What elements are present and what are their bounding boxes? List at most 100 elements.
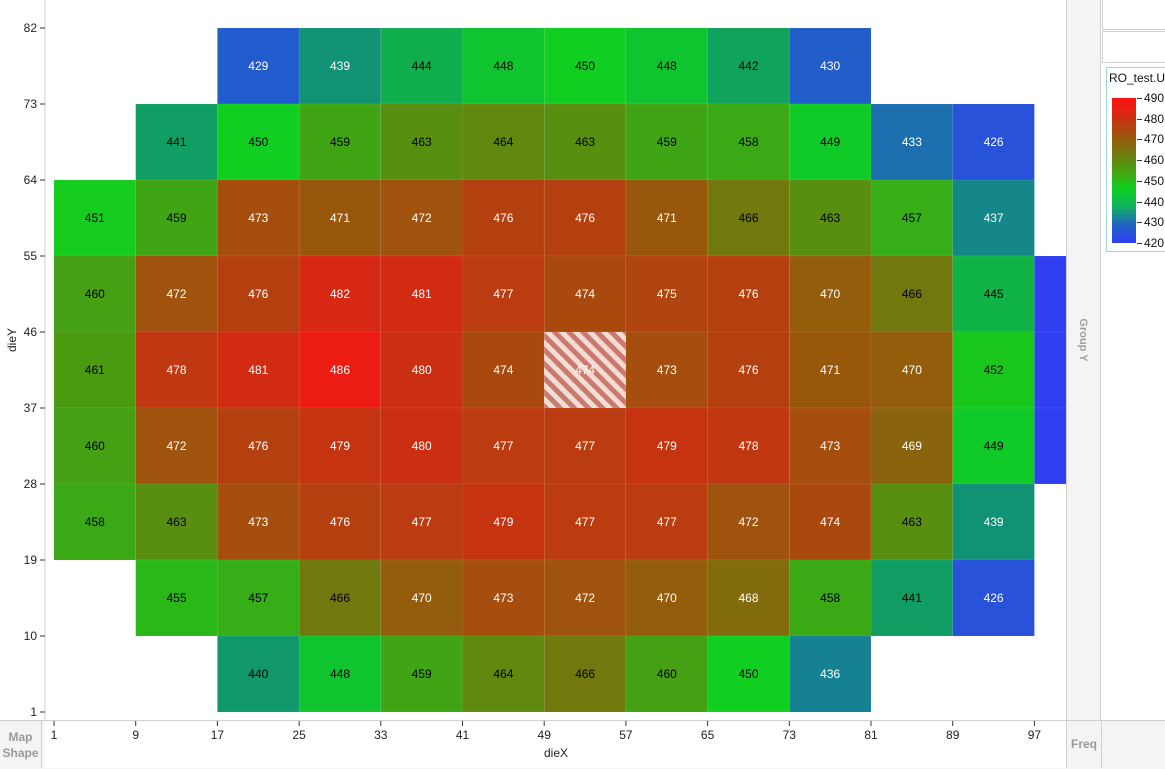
heatmap-cell[interactable]	[298, 407, 382, 485]
heatmap-cell[interactable]	[543, 103, 627, 181]
heatmap-cell[interactable]	[789, 635, 872, 713]
cell-value-label: 481	[412, 287, 432, 301]
heatmap-cell[interactable]	[789, 483, 872, 561]
heatmap-cell[interactable]	[462, 635, 545, 713]
cell-value-label: 459	[166, 211, 186, 225]
heatmap-cell[interactable]	[217, 255, 300, 333]
heatmap-cell[interactable]	[462, 255, 545, 333]
heatmap-cell[interactable]	[298, 635, 382, 713]
heatmap-cell[interactable]	[952, 179, 1035, 257]
x-tick-label: 41	[456, 728, 470, 742]
heatmap-cell[interactable]	[135, 103, 218, 181]
freq-drop-zone[interactable]: Freq	[1066, 720, 1102, 768]
cell-value-label: 442	[738, 59, 758, 73]
heatmap-cell[interactable]	[217, 559, 300, 637]
heatmap-cell[interactable]	[217, 635, 300, 713]
heatmap-cell[interactable]	[625, 103, 708, 181]
heatmap-cell[interactable]	[789, 179, 872, 257]
heatmap-cell[interactable]	[1034, 331, 1066, 409]
heatmap-cell[interactable]	[298, 103, 382, 181]
y-tick-label: 1	[30, 705, 37, 719]
heatmap-cell[interactable]	[53, 255, 136, 333]
heatmap-cell[interactable]	[135, 483, 218, 561]
heatmap-cell[interactable]	[789, 407, 872, 485]
heatmap-cell[interactable]	[298, 483, 382, 561]
heatmap-cell[interactable]	[298, 331, 382, 409]
heatmap-cell[interactable]	[462, 559, 545, 637]
heatmap-cell[interactable]	[1034, 255, 1066, 333]
heatmap-cell[interactable]	[135, 179, 218, 257]
cell-value-label: 452	[984, 363, 1004, 377]
heatmap-cell[interactable]	[217, 179, 300, 257]
heatmap-cell[interactable]	[952, 483, 1035, 561]
heatmap-cell[interactable]	[380, 559, 463, 637]
heatmap-cell[interactable]	[707, 407, 790, 485]
heatmap-cell[interactable]	[543, 179, 627, 257]
heatmap-cell[interactable]	[217, 407, 300, 485]
heatmap-cell[interactable]	[462, 331, 545, 409]
heatmap-cell[interactable]	[380, 407, 463, 485]
heatmap-cell[interactable]	[707, 255, 790, 333]
heatmap-cell[interactable]	[1034, 407, 1066, 485]
heatmap-cell[interactable]	[53, 179, 136, 257]
heatmap-cell[interactable]	[870, 103, 953, 181]
heatmap-cell[interactable]	[380, 179, 463, 257]
heatmap-cell[interactable]	[870, 483, 953, 561]
heatmap-cell[interactable]	[707, 331, 790, 409]
heatmap-cell[interactable]	[462, 483, 545, 561]
heatmap-cell[interactable]	[952, 331, 1035, 409]
heatmap-cell[interactable]	[707, 483, 790, 561]
heatmap-cell[interactable]	[380, 103, 463, 181]
heatmap-cell[interactable]	[135, 331, 218, 409]
heatmap-cell[interactable]	[625, 635, 708, 713]
heatmap-cell[interactable]	[952, 559, 1035, 637]
heatmap-cell[interactable]	[789, 559, 872, 637]
heatmap-cell[interactable]	[625, 179, 708, 257]
heatmap-cell[interactable]	[53, 331, 136, 409]
heatmap-cell[interactable]	[298, 255, 382, 333]
heatmap-cell[interactable]	[135, 559, 218, 637]
heatmap-cell[interactable]	[298, 179, 382, 257]
heatmap-cell[interactable]	[380, 635, 463, 713]
heatmap-cells	[53, 27, 1066, 713]
heatmap-cell[interactable]	[952, 103, 1035, 181]
heatmap-cell[interactable]	[135, 255, 218, 333]
heatmap-cell[interactable]	[870, 559, 953, 637]
heatmap-cell[interactable]	[543, 635, 627, 713]
heatmap-cell[interactable]	[543, 331, 627, 409]
heatmap-cell[interactable]	[952, 407, 1035, 485]
heatmap-cell[interactable]	[543, 483, 627, 561]
heatmap-cell[interactable]	[707, 179, 790, 257]
heatmap-cell[interactable]	[217, 331, 300, 409]
heatmap-cell[interactable]	[870, 179, 953, 257]
heatmap-cell[interactable]	[789, 331, 872, 409]
heatmap-cell[interactable]	[870, 407, 953, 485]
heatmap-cell[interactable]	[543, 255, 627, 333]
map-shape-label: Map Shape	[2, 730, 39, 760]
heatmap-cell[interactable]	[462, 179, 545, 257]
heatmap-cell[interactable]	[380, 255, 463, 333]
heatmap-cell[interactable]	[625, 27, 708, 105]
heatmap-cell[interactable]	[707, 559, 790, 637]
top-drop-zone-2[interactable]	[1102, 31, 1165, 63]
x-tick-label: 9	[132, 728, 139, 742]
heatmap-cell[interactable]	[543, 407, 627, 485]
top-drop-zone-1[interactable]	[1102, 0, 1165, 30]
heatmap-cell[interactable]	[789, 27, 872, 105]
heatmap-cell[interactable]	[462, 407, 545, 485]
heatmap-cell[interactable]	[870, 331, 953, 409]
group-y-drop-zone[interactable]: Group Y	[1066, 0, 1101, 720]
map-shape-drop-zone[interactable]: Map Shape	[0, 720, 42, 768]
heatmap-cell[interactable]	[625, 483, 708, 561]
heatmap-cell[interactable]	[543, 559, 627, 637]
heatmap-cell[interactable]	[53, 407, 136, 485]
heatmap-cell[interactable]	[298, 27, 382, 105]
legend-tick-label: 480	[1144, 111, 1165, 126]
heatmap-cell[interactable]	[217, 103, 300, 181]
heatmap-cell[interactable]	[380, 331, 463, 409]
heatmap-cell[interactable]	[217, 483, 300, 561]
legend-tick-label: 450	[1144, 173, 1165, 188]
heatmap-cell[interactable]	[462, 103, 545, 181]
cell-value-label: 471	[820, 363, 840, 377]
